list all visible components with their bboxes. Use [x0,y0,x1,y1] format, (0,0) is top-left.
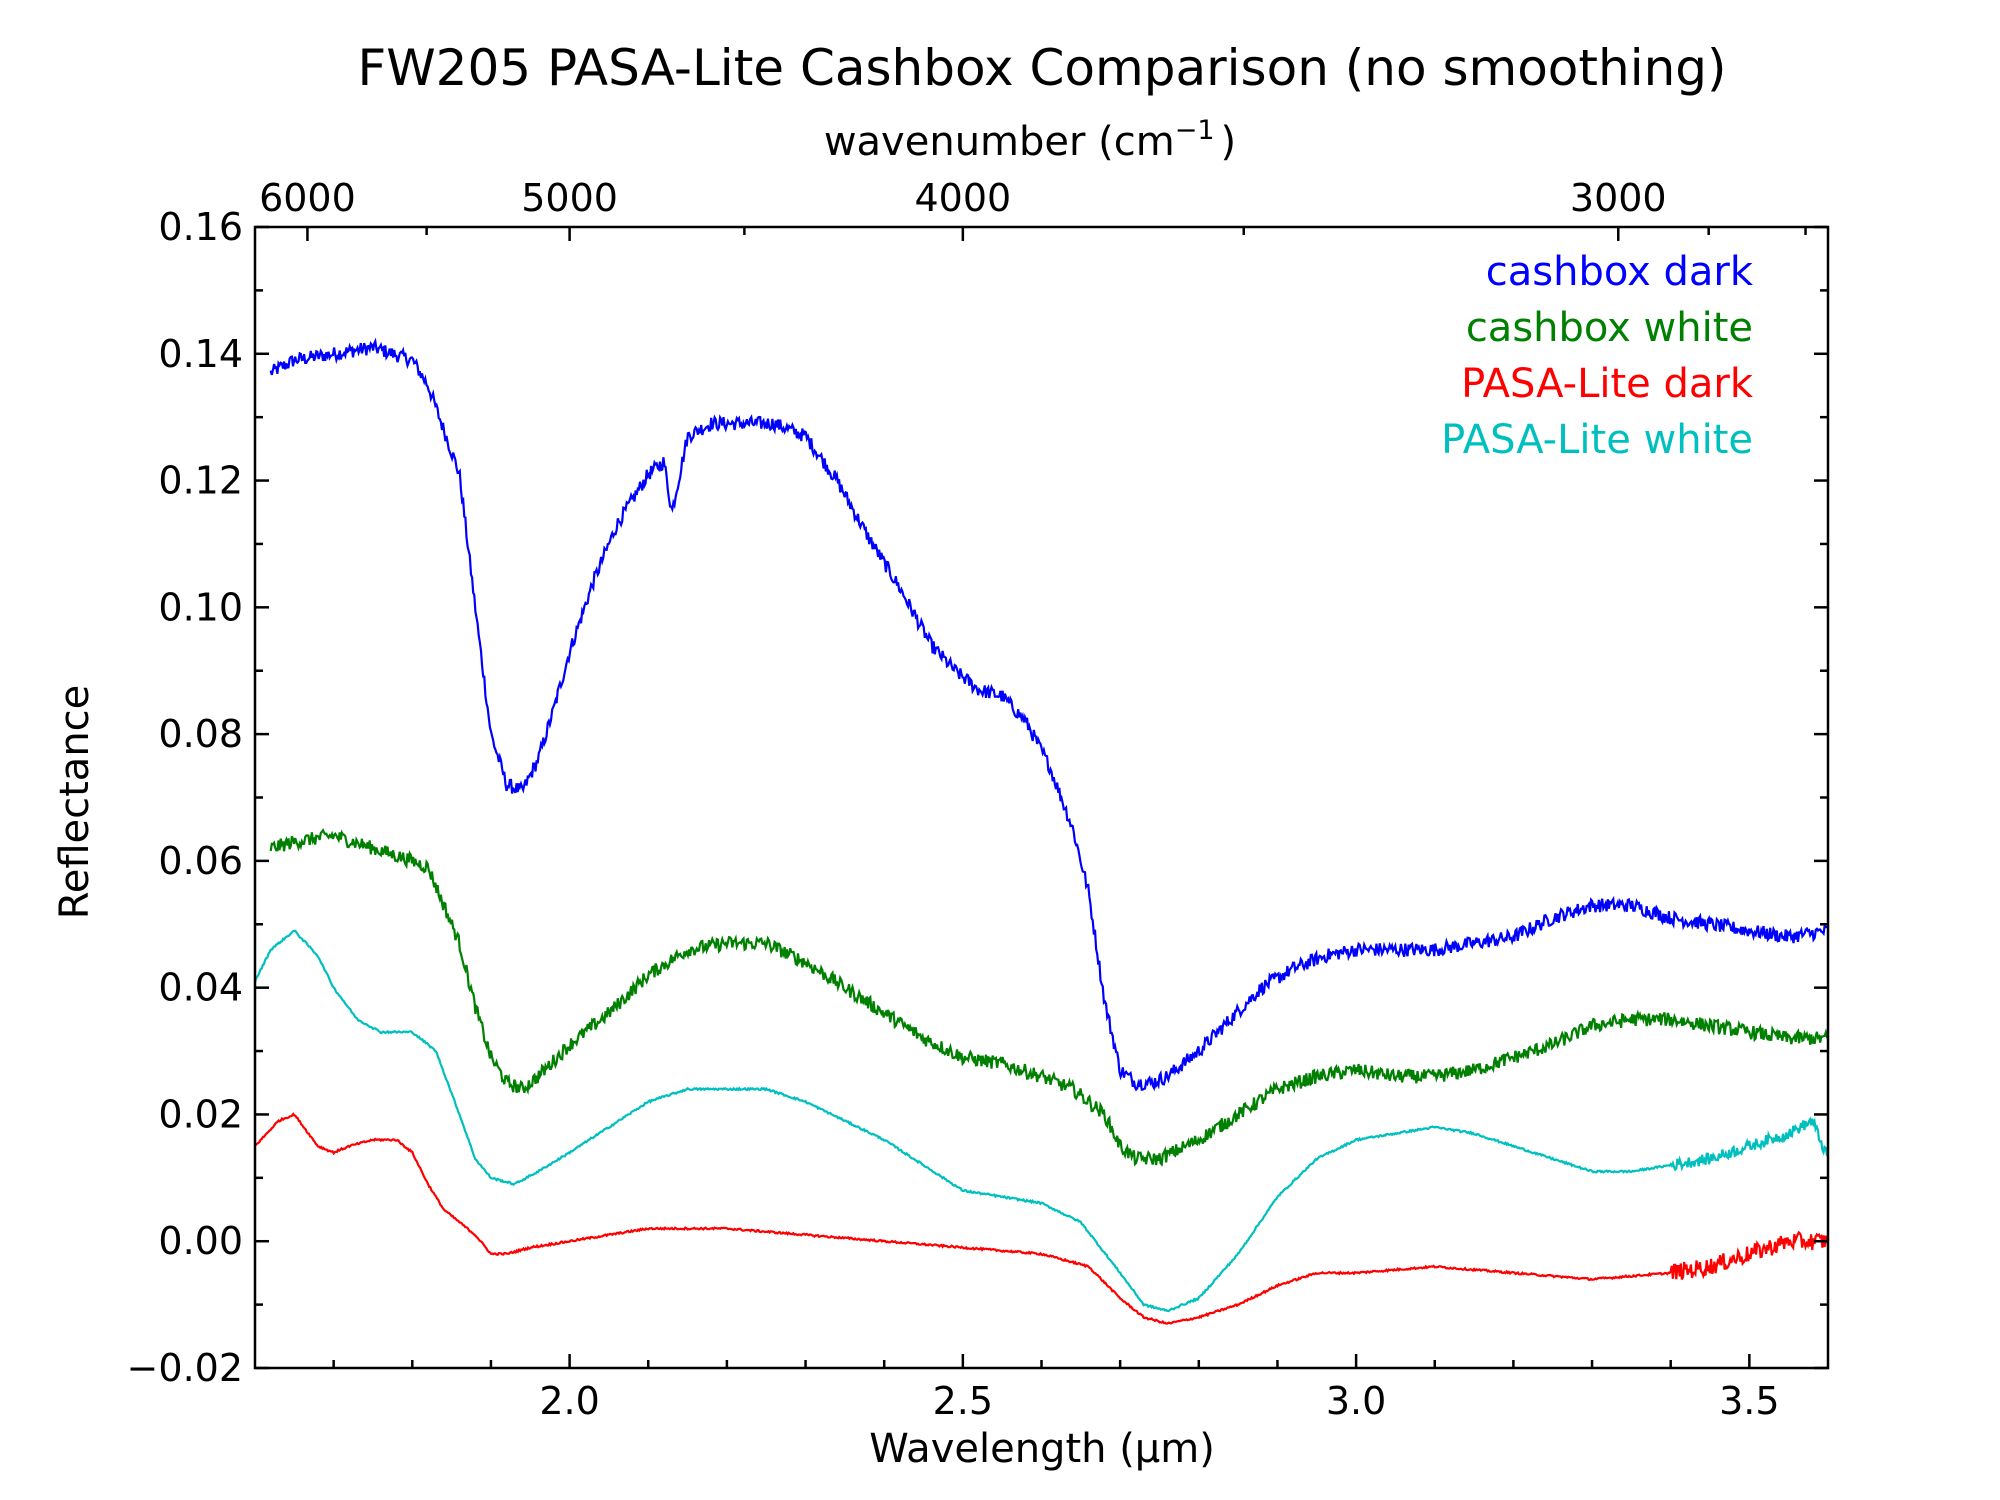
top-axis-label-close: ) [1221,119,1237,165]
y-tick-label: 0.00 [158,1219,243,1263]
top-tick-label: 3000 [1570,176,1667,220]
top-tick-label: 4000 [914,176,1011,220]
y-tick-label: 0.14 [158,332,243,376]
series-line-pasa-lite-dark [254,1112,1830,1325]
legend-entry-pasa-lite-dark: PASA-Lite dark [1461,361,1754,407]
top-tick-label: 6000 [259,176,356,220]
legend: cashbox dark cashbox white PASA-Lite dark P… [1441,249,1754,463]
y-tick-label: −0.02 [127,1346,243,1390]
top-axis-label: wavenumber (cm−1) [824,115,1236,165]
x-axis-label: Wavelength (μm) [869,1426,1215,1472]
legend-entry-cashbox-dark: cashbox dark [1486,249,1754,295]
axes-layer: 2.0 2.5 3.0 3.5 −0.02 0.00 0.02 0.04 0.06 0.08 0.1… [127,176,1830,1423]
x-tick-label: 2.0 [539,1379,599,1423]
y-tick-label: 0.12 [158,459,243,503]
series-line-cashbox-white [269,828,1829,1167]
y-tick-label: 0.04 [158,966,243,1010]
y-tick-label: 0.02 [158,1092,243,1136]
x-tick-label: 3.0 [1326,1379,1386,1423]
top-axis-label-exponent: −1 [1175,115,1215,146]
series-line-cashbox-dark [269,337,1829,1092]
y-tick-label: 0.10 [158,585,243,629]
y-tick-label: 0.06 [158,839,243,883]
chart-title: FW205 PASA-Lite Cashbox Comparison (no s… [357,39,1726,97]
top-axis-label-text: wavenumber (cm [824,119,1175,165]
series-layer [253,337,1830,1325]
x-tick-label: 2.5 [933,1379,993,1423]
top-tick-label: 5000 [521,176,618,220]
y-axis-label: Reflectance [52,685,98,920]
y-tick-label: 0.16 [158,205,243,249]
x-tick-label: 3.5 [1719,1379,1779,1423]
legend-entry-pasa-lite-white: PASA-Lite white [1441,417,1753,463]
y-tick-label: 0.08 [158,712,243,756]
legend-entry-cashbox-white: cashbox white [1466,305,1753,351]
series-line-pasa-lite-white [253,929,1829,1313]
